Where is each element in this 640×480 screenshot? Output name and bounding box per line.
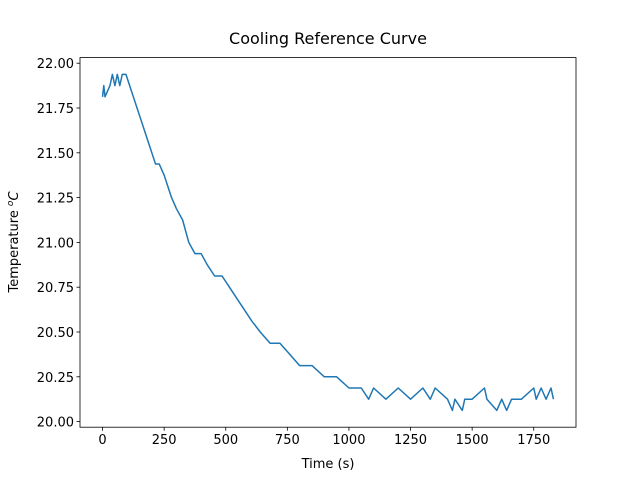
y-axis-label: Temperature oC <box>6 191 22 294</box>
y-tick-label: 21.75 <box>37 102 74 117</box>
x-tick-label: 1250 <box>394 433 427 448</box>
y-tick-label: 21.50 <box>37 147 74 162</box>
y-tick-label: 20.50 <box>37 326 74 341</box>
y-label-sup: o <box>6 200 16 206</box>
y-label-text: Temperature <box>7 206 22 293</box>
plot-frame <box>79 57 577 428</box>
x-tick-label: 750 <box>275 433 300 448</box>
chart-title: Cooling Reference Curve <box>229 29 427 48</box>
x-tick-label: 1750 <box>517 433 550 448</box>
y-label-unit: C <box>7 191 22 201</box>
y-tick-label: 22.00 <box>37 57 74 72</box>
data-line <box>101 73 555 412</box>
y-tick-label: 21.25 <box>37 192 74 207</box>
y-tick-label: 20.75 <box>37 281 74 296</box>
x-tick-label: 1500 <box>456 433 489 448</box>
x-tick-label: 0 <box>98 433 106 448</box>
x-axis-label: Time (s) <box>301 457 355 472</box>
y-tick-label: 21.00 <box>37 236 74 251</box>
y-tick-label: 20.00 <box>37 416 74 431</box>
y-tick-label: 20.25 <box>37 371 74 386</box>
x-tick-label: 1000 <box>332 433 365 448</box>
x-tick-label: 250 <box>152 433 177 448</box>
x-tick-label: 500 <box>213 433 238 448</box>
